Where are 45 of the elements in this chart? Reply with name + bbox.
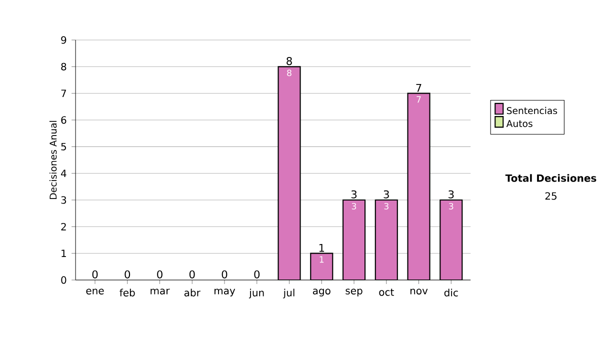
x-tick-label: may (214, 288, 236, 296)
y-axis-title: Decisiones Anual (49, 120, 57, 199)
total-label: 3 (351, 190, 357, 198)
x-tick-label: dic (444, 288, 458, 296)
total-label: 0 (124, 270, 130, 278)
y-tick-label: 3 (61, 196, 66, 204)
y-tick-label: 0 (61, 276, 66, 284)
total-label: 0 (254, 270, 260, 278)
total-label: 7 (416, 84, 422, 92)
total-label: 1 (319, 244, 324, 252)
y-tick-label: 6 (61, 116, 66, 124)
y-tick-label: 5 (61, 142, 66, 150)
y-tick-label: 1 (62, 250, 66, 257)
total-label: 3 (448, 190, 454, 198)
x-tick-label: abr (184, 288, 200, 296)
x-tick-label: sep (346, 288, 362, 296)
text: Total Decisiones (505, 174, 596, 182)
y-tick-label: 9 (61, 36, 66, 44)
total-label: 0 (189, 270, 195, 278)
legend-label: Autos (506, 120, 532, 128)
x-tick-label: ene (86, 288, 104, 294)
data-label: 7 (416, 96, 421, 103)
total-label: 8 (286, 56, 292, 66)
data-label: 3 (352, 202, 356, 210)
data-label: 8 (287, 70, 292, 76)
x-tick-label: jul (283, 288, 294, 298)
total-label: 0 (222, 270, 228, 278)
data-label: 3 (384, 202, 388, 210)
x-tick-label: jun (248, 288, 264, 298)
total-label: 0 (157, 270, 162, 278)
data-label: 1 (320, 256, 324, 263)
y-tick-label: 4 (60, 170, 66, 177)
y-tick-label: 7 (61, 90, 66, 97)
text: 25 (545, 192, 556, 200)
total-label: 3 (384, 190, 389, 198)
y-tick-label: 8 (61, 62, 66, 70)
x-tick-label: oct (379, 288, 394, 296)
x-tick-label: mar (150, 288, 170, 294)
data-label: 3 (449, 202, 454, 210)
x-tick-label: nov (410, 288, 428, 294)
legend-label: Sentencias (506, 106, 558, 114)
y-tick-label: 2 (61, 222, 66, 230)
x-tick-label: feb (120, 288, 135, 296)
total-label: 0 (92, 270, 98, 278)
x-tick-label: ago (312, 288, 330, 296)
